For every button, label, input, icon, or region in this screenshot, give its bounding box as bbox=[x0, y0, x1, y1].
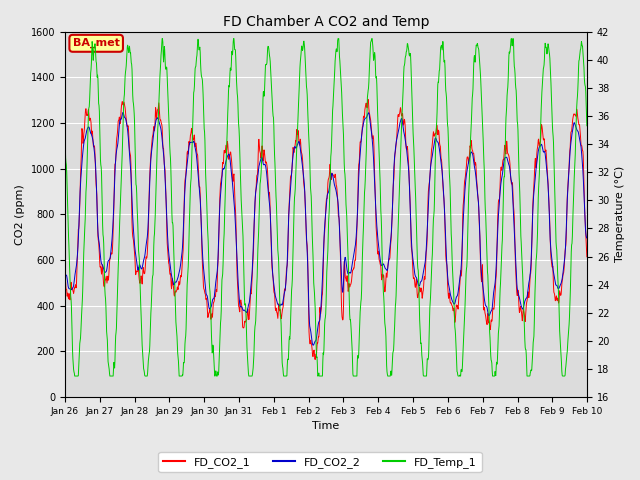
X-axis label: Time: Time bbox=[312, 421, 340, 432]
Text: BA_met: BA_met bbox=[73, 38, 120, 48]
Legend: FD_CO2_1, FD_CO2_2, FD_Temp_1: FD_CO2_1, FD_CO2_2, FD_Temp_1 bbox=[159, 452, 481, 472]
Y-axis label: Temperature (°C): Temperature (°C) bbox=[615, 166, 625, 263]
Y-axis label: CO2 (ppm): CO2 (ppm) bbox=[15, 184, 25, 245]
Title: FD Chamber A CO2 and Temp: FD Chamber A CO2 and Temp bbox=[223, 15, 429, 29]
